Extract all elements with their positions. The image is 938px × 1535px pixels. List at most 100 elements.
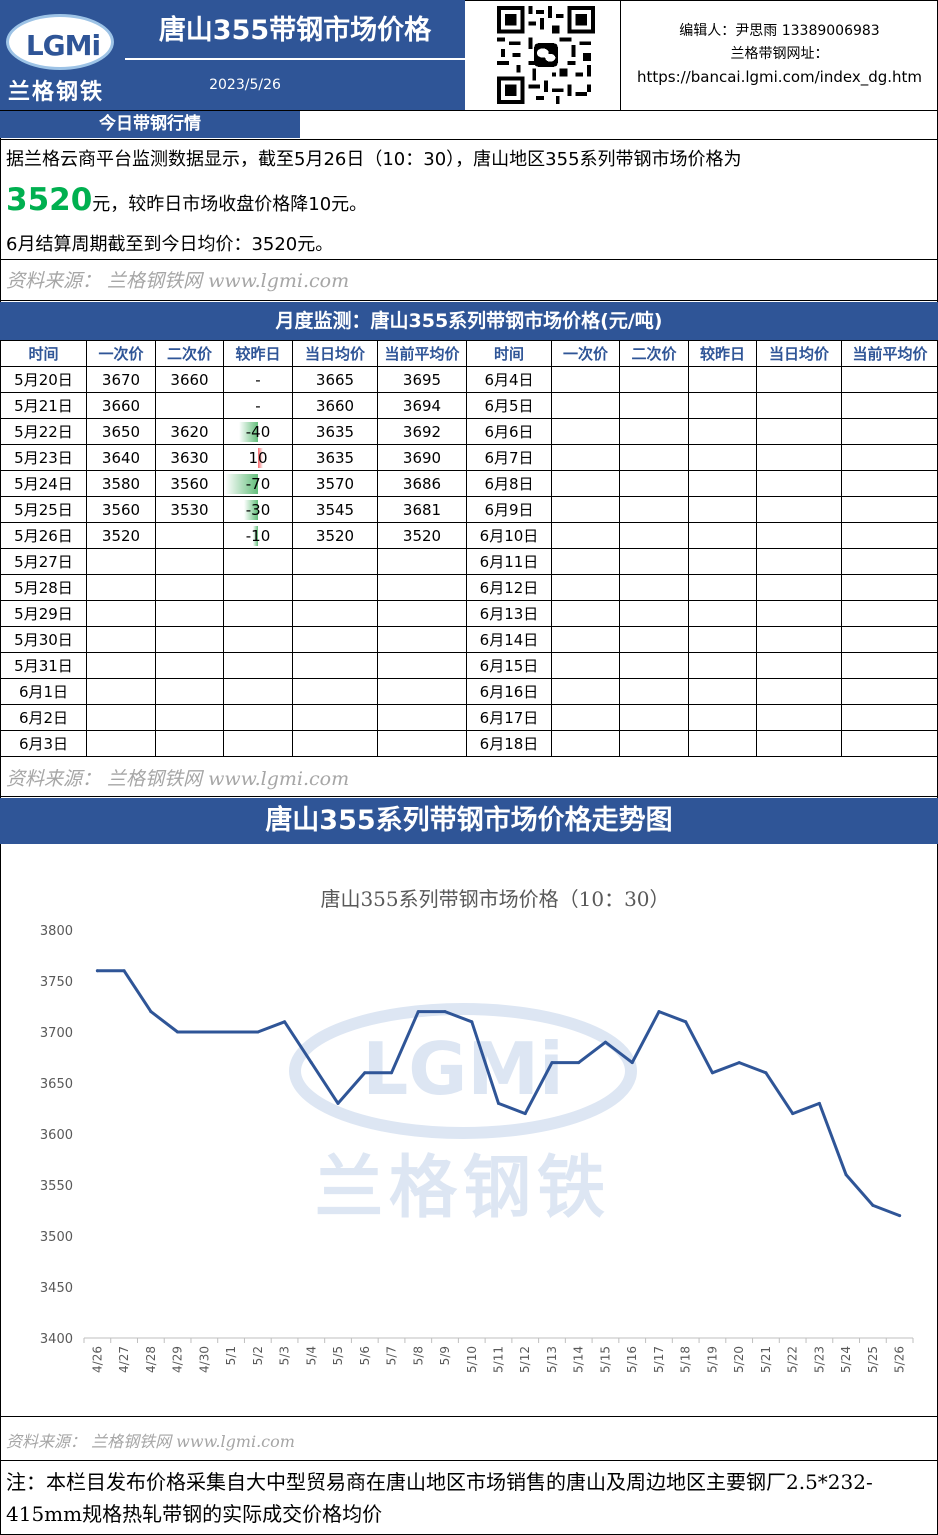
change-value: -70 — [245, 474, 271, 493]
watermark-text: LGMi — [362, 1027, 563, 1111]
table-cell — [756, 626, 842, 653]
data-point — [817, 1101, 821, 1105]
table-cell — [377, 652, 467, 679]
data-point — [844, 1173, 848, 1177]
site-url[interactable]: https://bancai.lgmi.com/index_dg.htm — [636, 68, 923, 86]
x-tick-label: 5/13 — [545, 1346, 559, 1373]
table-cell: 3520 — [377, 522, 467, 549]
qr-code — [497, 5, 595, 105]
change-databar — [225, 474, 258, 494]
table-cell: 3650 — [86, 418, 156, 445]
date-cell: 6月15日 — [466, 652, 552, 679]
qr-code-graphic — [497, 6, 595, 104]
x-tick-label: 5/15 — [598, 1346, 612, 1373]
table-cell — [292, 730, 378, 757]
chart-source: 资料来源： 兰格钢铁网 www.lgmi.com — [6, 1432, 295, 1451]
change-value: 10 — [248, 448, 268, 467]
watermark-cn-text: 兰格钢铁 — [315, 1148, 611, 1228]
date-cell: 6月13日 — [466, 600, 552, 627]
x-tick-label: 4/29 — [171, 1346, 185, 1373]
table-cell — [756, 392, 842, 419]
column-header: 当日均价 — [292, 340, 378, 367]
table-cell — [619, 392, 689, 419]
today-source: 资料来源： 兰格钢铁网 www.lgmi.com — [6, 270, 350, 292]
table-cell — [756, 444, 842, 471]
change-value: -10 — [245, 526, 271, 545]
trend-chart: LGMi 兰格钢铁 唐山355系列带钢市场价格（10：30） 3400 3450 3500… — [0, 846, 938, 1416]
table-cell — [841, 574, 938, 601]
table-cell — [155, 704, 224, 731]
table-cell — [551, 470, 620, 497]
table-cell — [688, 652, 757, 679]
table-cell — [756, 652, 842, 679]
column-header: 时间 — [0, 340, 87, 367]
data-point — [229, 1030, 233, 1034]
table-cell — [841, 418, 938, 445]
date-cell: 6月5日 — [466, 392, 552, 419]
table-cell — [377, 730, 467, 757]
y-tick-label: 3650 — [40, 1077, 73, 1092]
title-divider — [125, 58, 465, 60]
divider — [0, 1460, 938, 1461]
table-cell — [86, 730, 156, 757]
data-point — [737, 1061, 741, 1065]
table-cell — [756, 574, 842, 601]
x-tick-label: 5/2 — [251, 1346, 265, 1365]
x-tick-label: 4/27 — [117, 1346, 131, 1373]
column-header: 时间 — [466, 340, 552, 367]
change-databar — [243, 500, 258, 520]
column-header: 二次价 — [619, 340, 689, 367]
table-cell — [377, 548, 467, 575]
table-cell: 3620 — [155, 418, 224, 445]
data-point — [523, 1112, 527, 1116]
table-cell — [551, 678, 620, 705]
table-cell — [688, 522, 757, 549]
table-cell — [377, 574, 467, 601]
table-cell — [756, 730, 842, 757]
table-cell — [841, 470, 938, 497]
table-cell — [292, 704, 378, 731]
table-cell — [155, 574, 224, 601]
table-cell — [223, 652, 293, 679]
table-cell: 3681 — [377, 496, 467, 523]
publish-date: 2023/5/26 — [209, 77, 281, 93]
table-cell: - — [223, 392, 293, 419]
table-cell — [292, 574, 378, 601]
date-cell: 6月10日 — [466, 522, 552, 549]
x-tick-label: 5/7 — [385, 1346, 399, 1365]
table-cell — [86, 678, 156, 705]
table-cell — [756, 522, 842, 549]
data-point — [122, 969, 126, 973]
table-header-row: 时间 一次价 二次价 较昨日 当日均价 当前平均价 时间 一次价 二次价 较昨日 当日均价 当前平均价 — [0, 340, 938, 367]
data-point — [871, 1203, 875, 1207]
data-point — [283, 1020, 287, 1024]
table-cell — [841, 496, 938, 523]
table-cell — [377, 704, 467, 731]
table-cell: 3520 — [292, 522, 378, 549]
table-cell: 3630 — [155, 444, 224, 471]
data-point — [443, 1010, 447, 1014]
x-tick-label: 5/8 — [411, 1346, 425, 1365]
x-tick-label: 5/25 — [866, 1346, 880, 1373]
table-cell — [619, 626, 689, 653]
x-tick-label: 5/3 — [278, 1346, 292, 1365]
date-cell: 6月7日 — [466, 444, 552, 471]
table-cell — [688, 470, 757, 497]
table-cell — [551, 522, 620, 549]
table-cell — [86, 548, 156, 575]
date-cell: 6月2日 — [0, 704, 87, 731]
data-point — [603, 1040, 607, 1044]
divider — [0, 796, 938, 797]
table-cell — [223, 730, 293, 757]
table-cell — [688, 444, 757, 471]
trend-chart-svg: LGMi 兰格钢铁 唐山355系列带钢市场价格（10：30） 3400 3450 3500… — [40, 887, 914, 1373]
table-cell — [155, 600, 224, 627]
table-cell — [688, 548, 757, 575]
divider — [0, 139, 938, 140]
table-row: 6月3日 6月18日 — [0, 730, 938, 757]
table-cell — [619, 522, 689, 549]
table-cell — [619, 600, 689, 627]
table-cell — [619, 548, 689, 575]
table-cell — [155, 626, 224, 653]
table-cell — [155, 548, 224, 575]
